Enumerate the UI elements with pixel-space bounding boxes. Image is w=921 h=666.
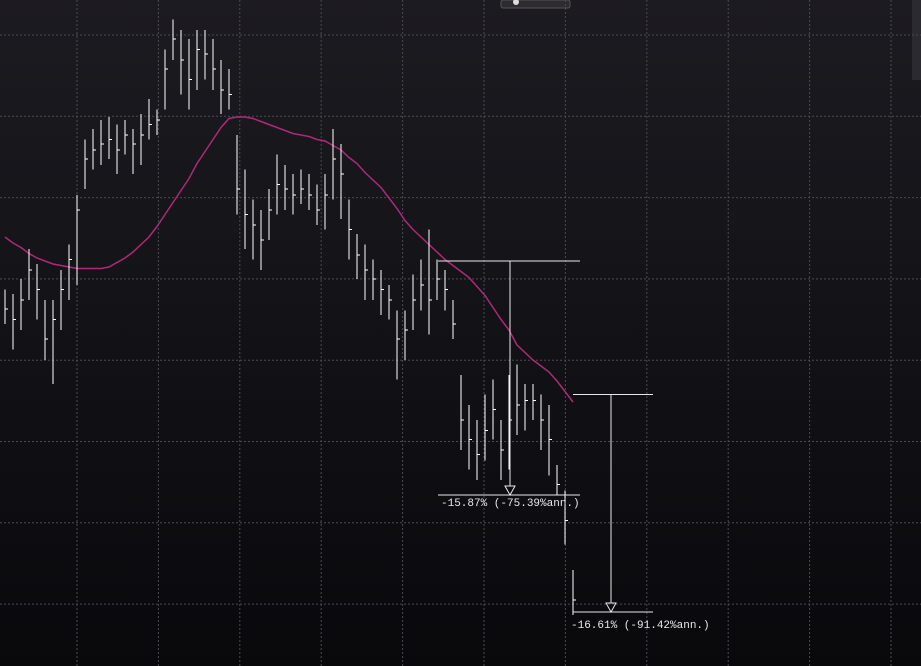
- measure-arrow-head: [504, 485, 516, 497]
- moving-average-line: [4, 116, 574, 403]
- top-button[interactable]: [500, 0, 571, 9]
- top-button-icon: [513, 0, 519, 5]
- measure-label: -16.61% (-91.42%ann.): [571, 620, 710, 632]
- side-strip: [912, 0, 921, 80]
- plot-area: -15.87% (-75.39%ann.) -16.61% (-91.42%ann…: [4, 19, 710, 632]
- measure-label: -15.87% (-75.39%ann.): [441, 498, 580, 510]
- measure-arrow-head: [605, 602, 617, 614]
